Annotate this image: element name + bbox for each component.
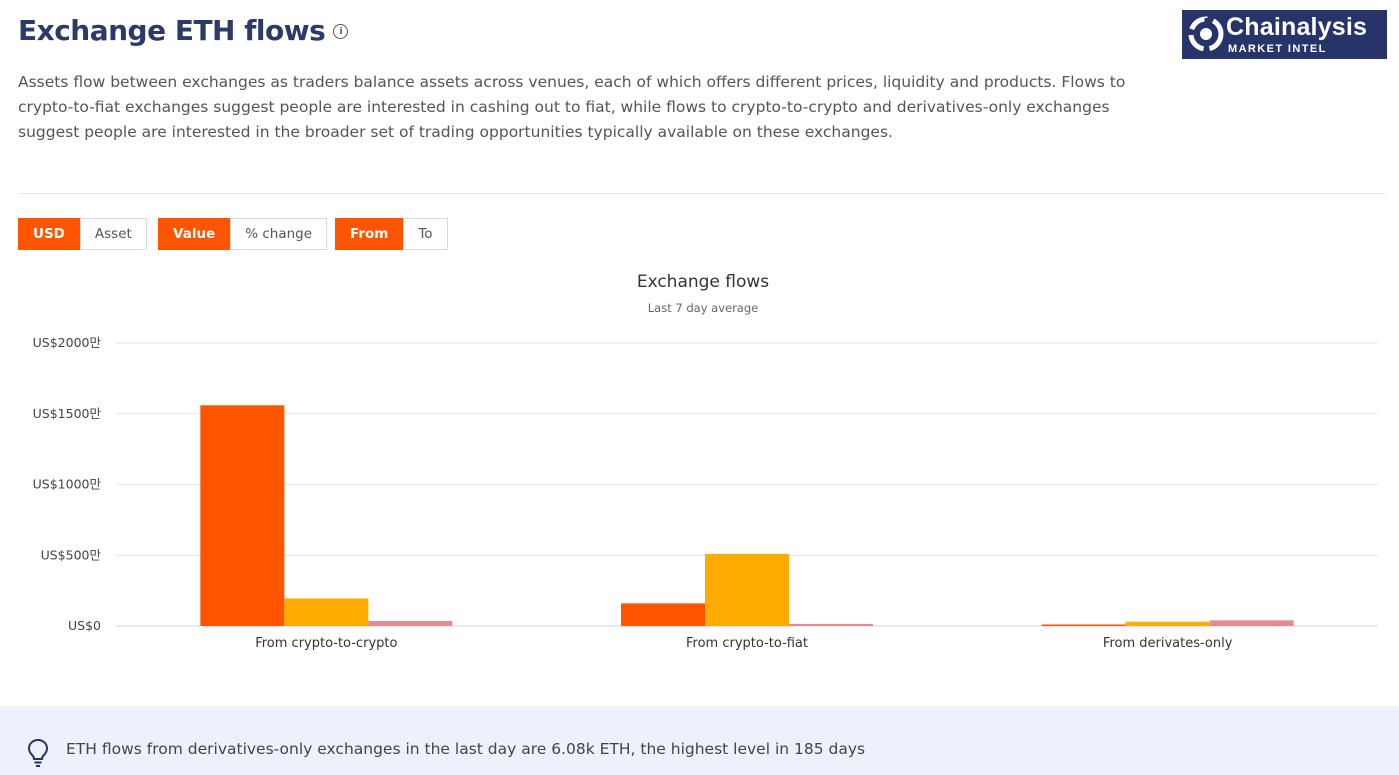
exchange-flows-chart: US$0 US$500만 US$1000만 US$1500만 US$2000만 From … [33,335,1378,651]
y-tick-label: US$500만 [41,547,102,562]
toggle-asset-button[interactable]: Asset [79,218,147,250]
toggle-value-button[interactable]: Value [158,218,231,250]
lightbulb-icon [27,738,49,767]
toggle-to-button[interactable]: To [403,218,448,250]
toggle-from-button[interactable]: From [335,218,404,250]
logo-subtitle: MARKET INTEL [1228,43,1327,55]
page-title: Exchange ETH flows i [18,14,349,47]
unit-toggle: USD Asset [18,218,147,250]
measure-toggle: Value % change [158,218,328,250]
bar [368,621,453,626]
x-tick-label: From crypto-to-crypto [255,636,397,651]
page-description: Assets flow between exchanges as traders… [18,73,1126,141]
chainalysis-mark-icon [1188,16,1224,52]
insight-banner: ETH flows from derivatives-only exchange… [0,706,1399,775]
bar [200,405,285,626]
bar [1041,624,1126,626]
bar [705,553,789,626]
x-tick-label: From derivates-only [1103,636,1233,651]
logo-name: Chainalysis [1226,13,1368,41]
page-title-text: Exchange ETH flows [18,14,326,47]
bar [1125,621,1210,626]
bar [789,623,873,626]
divider [18,193,1386,194]
insight-text: ETH flows from derivatives-only exchange… [66,740,866,758]
chart-subtitle: Last 7 day average [647,301,759,315]
y-tick-label: US$1000만 [33,477,102,492]
chart-title: Exchange flows [636,272,770,292]
y-tick-label: US$2000만 [33,335,102,350]
y-tick-label: US$1500만 [33,406,102,421]
bar [1209,620,1294,626]
x-tick-label: From crypto-to-fiat [686,636,808,651]
y-tick-label: US$0 [68,618,101,633]
chainalysis-logo: Chainalysis MARKET INTEL [1182,10,1387,59]
bar [621,603,705,626]
info-circle-icon[interactable]: i [333,24,349,39]
toggle-usd-button[interactable]: USD [18,218,80,250]
toggle-percent-change-button[interactable]: % change [230,218,328,250]
bar [284,598,369,626]
direction-toggle: From To [335,218,448,250]
